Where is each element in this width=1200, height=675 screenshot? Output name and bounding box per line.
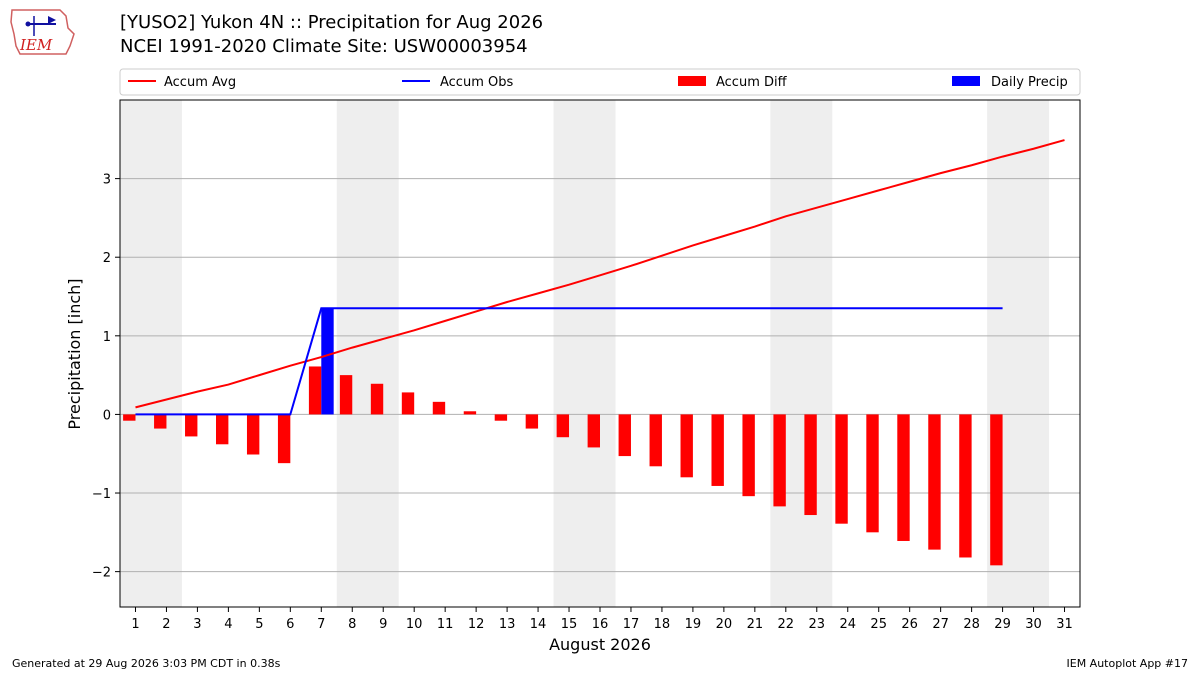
accum-diff-bar bbox=[990, 414, 1003, 566]
legend-label: Accum Obs bbox=[440, 75, 513, 90]
accum-diff-bar bbox=[185, 414, 198, 437]
legend-label: Accum Diff bbox=[716, 75, 788, 90]
accum-diff-bar bbox=[308, 366, 322, 415]
x-tick-label: 15 bbox=[561, 617, 578, 632]
chart-subtitle: NCEI 1991-2020 Climate Site: USW00003954 bbox=[120, 36, 528, 57]
accum-diff-bar bbox=[897, 414, 910, 541]
accum-diff-bar bbox=[339, 375, 353, 415]
y-axis-ticks: −2 −1 0 1 2 3 bbox=[92, 173, 120, 581]
daily-precip-bar bbox=[321, 308, 334, 415]
x-tick-label: 20 bbox=[716, 617, 733, 632]
accum-diff-bar bbox=[154, 414, 167, 429]
bars bbox=[123, 308, 1003, 566]
x-tick-label: 22 bbox=[778, 617, 795, 632]
x-tick-label: 2 bbox=[162, 617, 170, 632]
x-tick-label: 1 bbox=[131, 617, 139, 632]
accum-diff-bar bbox=[835, 414, 848, 524]
legend-swatch bbox=[678, 76, 706, 86]
y-tick-label: 0 bbox=[103, 408, 111, 423]
x-tick-label: 21 bbox=[747, 617, 764, 632]
x-axis-label: August 2026 bbox=[549, 635, 651, 654]
x-tick-label: 18 bbox=[654, 617, 671, 632]
x-tick-label: 6 bbox=[286, 617, 294, 632]
x-axis-ticks: 1 2 3 4 5 6 7 8 9 10 11 12 13 14 15 16 17 18 19 20 21 22 23 24 2… bbox=[131, 607, 1073, 632]
legend-label: Daily Precip bbox=[991, 75, 1068, 90]
legend: Accum Avg Accum Obs Accum Diff Daily Precip bbox=[119, 68, 1081, 96]
x-tick-label: 14 bbox=[530, 617, 547, 632]
x-tick-label: 11 bbox=[437, 617, 454, 632]
accum-diff-bar bbox=[556, 414, 570, 438]
accum-diff-bar bbox=[432, 401, 446, 415]
x-tick-label: 23 bbox=[809, 617, 826, 632]
legend-label: Accum Avg bbox=[164, 75, 236, 90]
x-tick-label: 19 bbox=[685, 617, 702, 632]
x-tick-label: 9 bbox=[379, 617, 387, 632]
weekend-shading bbox=[120, 100, 1050, 607]
generated-note: Generated at 29 Aug 2026 3:03 PM CDT in … bbox=[12, 657, 281, 670]
x-tick-label: 28 bbox=[963, 617, 980, 632]
accum-diff-bar bbox=[277, 414, 291, 464]
weekend-band bbox=[553, 100, 616, 607]
accum-diff-bar bbox=[401, 392, 415, 415]
accum-diff-bar bbox=[246, 414, 260, 455]
x-tick-label: 29 bbox=[994, 617, 1011, 632]
accum-diff-bar bbox=[866, 414, 879, 533]
iem-logo: IEM bbox=[10, 9, 75, 55]
x-tick-label: 30 bbox=[1025, 617, 1042, 632]
x-tick-label: 24 bbox=[839, 617, 856, 632]
x-tick-label: 17 bbox=[623, 617, 640, 632]
x-tick-label: 4 bbox=[224, 617, 232, 632]
accum-diff-bar bbox=[618, 414, 631, 457]
accum-diff-bar bbox=[742, 414, 755, 497]
weekend-band bbox=[770, 100, 833, 607]
accum-avg-line bbox=[135, 139, 1065, 409]
x-tick-label: 13 bbox=[499, 617, 516, 632]
legend-box bbox=[119, 68, 1081, 96]
accum-diff-bar bbox=[463, 411, 477, 415]
accum-diff-bar bbox=[804, 414, 817, 516]
y-tick-label: 2 bbox=[103, 251, 111, 266]
x-tick-label: 8 bbox=[348, 617, 356, 632]
accum-diff-bar bbox=[370, 383, 384, 415]
x-tick-label: 12 bbox=[468, 617, 485, 632]
y-axis-label: Precipitation [inch] bbox=[65, 278, 84, 429]
accum-diff-bar bbox=[216, 414, 229, 445]
x-tick-label: 25 bbox=[870, 617, 887, 632]
y-tick-label: 3 bbox=[103, 173, 111, 188]
x-tick-label: 10 bbox=[406, 617, 423, 632]
x-tick-label: 5 bbox=[255, 617, 263, 632]
accum-diff-bar bbox=[959, 414, 972, 558]
accum-diff-bar bbox=[494, 414, 508, 421]
accum-diff-bar bbox=[773, 414, 786, 507]
accum-diff-bar bbox=[711, 414, 724, 486]
x-tick-label: 26 bbox=[901, 617, 918, 632]
y-tick-label: −1 bbox=[92, 487, 111, 502]
x-tick-label: 3 bbox=[193, 617, 201, 632]
app-label: IEM Autoplot App #17 bbox=[1066, 657, 1189, 670]
lines bbox=[135, 139, 1065, 416]
weekend-band bbox=[120, 100, 182, 607]
x-tick-label: 7 bbox=[317, 617, 325, 632]
x-tick-label: 31 bbox=[1056, 617, 1073, 632]
x-tick-label: 16 bbox=[592, 617, 609, 632]
y-tick-label: 1 bbox=[103, 330, 111, 345]
accum-diff-bar bbox=[123, 414, 136, 421]
accum-obs-line bbox=[135, 307, 1003, 416]
accum-diff-bar bbox=[587, 414, 600, 448]
chart-title: [YUSO2] Yukon 4N :: Precipitation for Au… bbox=[120, 12, 544, 33]
accum-diff-bar bbox=[525, 414, 539, 429]
weekend-band bbox=[336, 100, 399, 607]
logo-text: IEM bbox=[19, 36, 53, 54]
y-tick-label: −2 bbox=[92, 566, 111, 581]
accum-diff-bar bbox=[928, 414, 941, 550]
x-tick-label: 27 bbox=[932, 617, 949, 632]
accum-diff-bar bbox=[649, 414, 662, 467]
legend-swatch bbox=[952, 76, 980, 86]
accum-diff-bar bbox=[680, 414, 693, 478]
